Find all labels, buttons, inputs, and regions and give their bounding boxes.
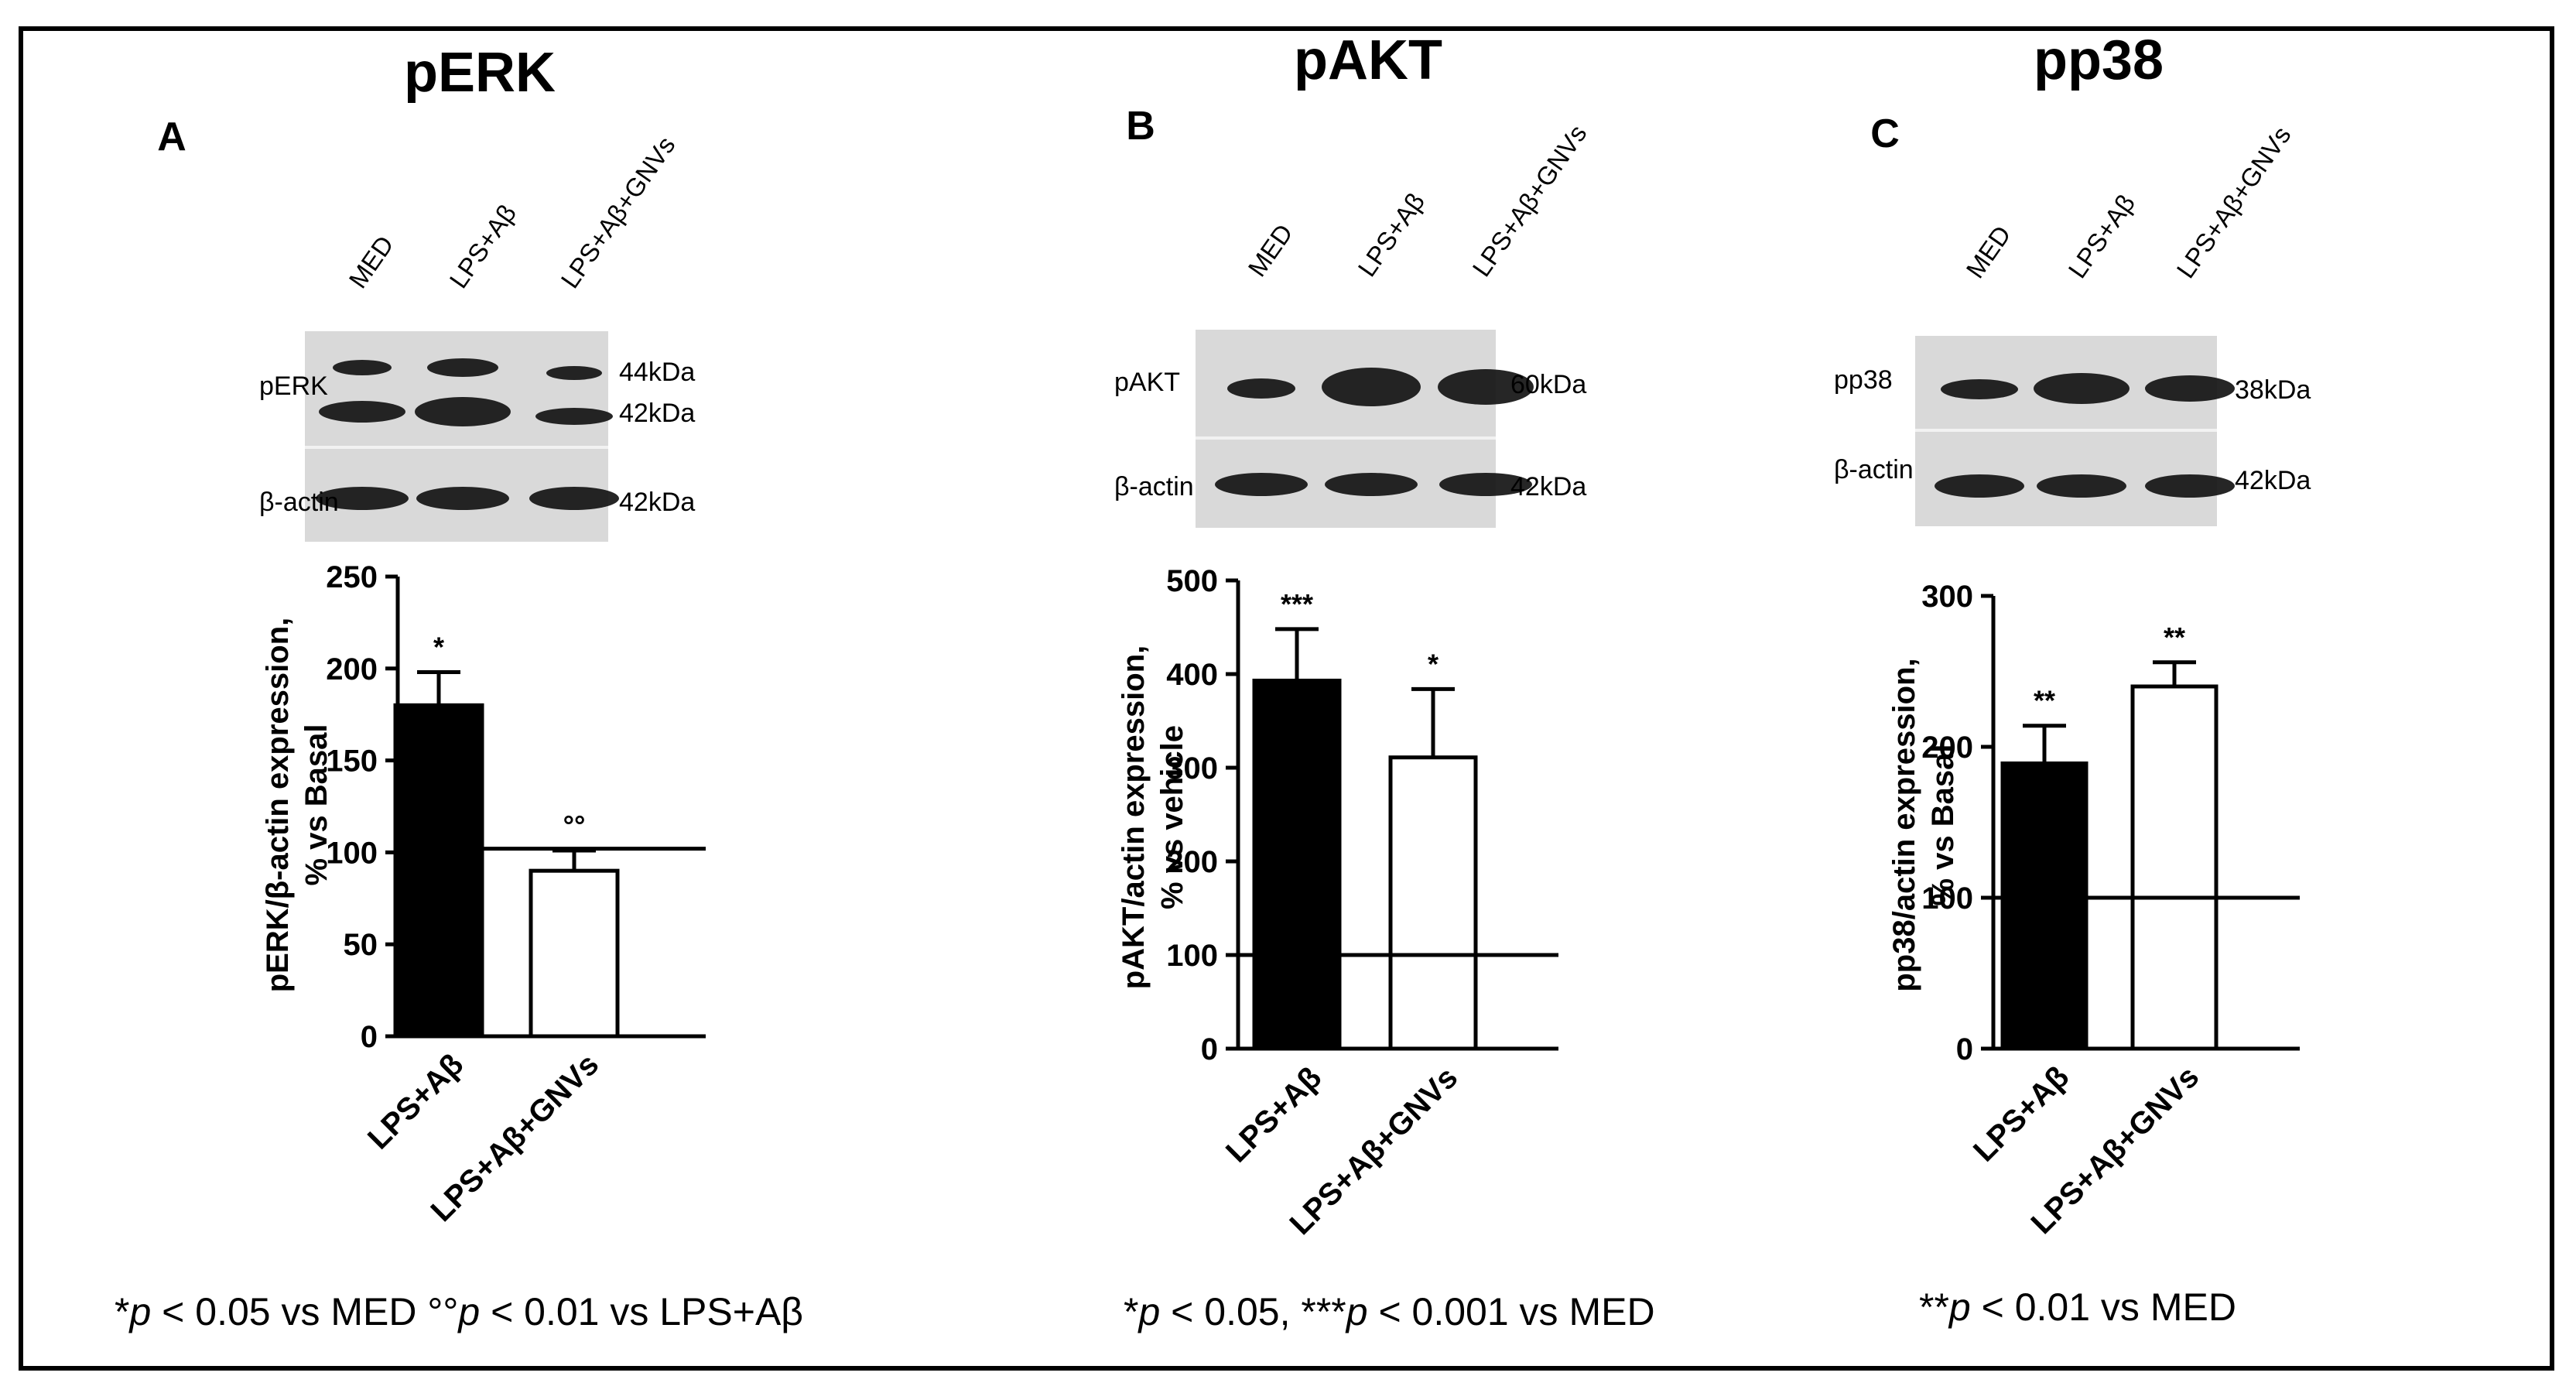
- blot-band: [1215, 473, 1308, 496]
- lane-label: MED: [1960, 221, 2016, 283]
- lane-label: LPS+Aβ: [1352, 187, 1430, 282]
- western-blot-image: [1196, 330, 1496, 528]
- significance-label: **: [2034, 685, 2055, 717]
- significance-label: *: [433, 632, 444, 663]
- blot-band: [1935, 474, 2024, 498]
- blot-band: [1438, 369, 1534, 405]
- blot-row-label: β-actin: [1834, 455, 1914, 484]
- bar-chart-a: 050100150200250*LPS+Aβ°°LPS+Aβ+GNVspERK/…: [261, 560, 706, 1228]
- blot-row-label: β-actin: [1114, 472, 1194, 501]
- lane-label: LPS+Aβ+GNVs: [555, 131, 680, 293]
- blot-band: [333, 360, 392, 375]
- blot-kda-label: 42kDa: [2235, 466, 2311, 495]
- y-tick-label: 0: [361, 1020, 378, 1054]
- blot-row-label: pp38: [1834, 365, 1893, 395]
- y-tick-label: 200: [1921, 731, 1973, 765]
- blot-band: [2037, 474, 2126, 498]
- blot-band: [1439, 473, 1532, 496]
- blot-band: [1227, 378, 1295, 399]
- y-tick-label: 200: [326, 652, 378, 686]
- blot-band: [1322, 368, 1421, 406]
- blot-band: [1941, 379, 2018, 399]
- blot-row-label: pAKT: [1114, 368, 1180, 397]
- y-tick-label: 0: [1201, 1032, 1218, 1066]
- panel-letter-a: A: [157, 115, 186, 159]
- blot-band: [546, 366, 602, 380]
- significance-label: ***: [1281, 588, 1313, 620]
- blot-band: [316, 487, 409, 510]
- bar: [393, 703, 484, 1039]
- blot-band: [416, 487, 509, 510]
- lane-label: LPS+Aβ+GNVs: [1466, 119, 1592, 282]
- blot-kda-label: 42kDa: [1510, 472, 1586, 501]
- significance-label: **: [2164, 621, 2185, 653]
- bar: [1388, 755, 1478, 1051]
- y-tick-label: 0: [1956, 1032, 1973, 1066]
- blot-row-label: pERK: [259, 371, 328, 401]
- x-tick-label: LPS+Aβ: [361, 1047, 470, 1155]
- y-axis-label: pp38/actin expression,% vs Basal: [1887, 658, 1960, 991]
- y-tick-label: 50: [344, 928, 378, 962]
- footnote-a: *p < 0.05 vs MED °°p < 0.01 vs LPS+Aβ: [115, 1290, 804, 1333]
- y-tick-label: 250: [326, 560, 378, 594]
- blot-band: [2145, 474, 2235, 498]
- y-tick-label: 500: [1166, 564, 1218, 598]
- bar: [1252, 678, 1342, 1051]
- x-tick-label: LPS+Aβ: [1967, 1059, 2075, 1168]
- y-tick-label: 100: [1166, 939, 1218, 973]
- bar-chart-c: 0100200300**LPS+Aβ**LPS+Aβ+GNVspp38/acti…: [1887, 580, 2300, 1241]
- y-tick-label: 100: [1921, 881, 1973, 916]
- blot-row-label: β-actin: [259, 488, 339, 517]
- blot-band: [1325, 473, 1418, 496]
- blot-band: [2145, 375, 2235, 402]
- x-tick-label: LPS+Aβ: [1220, 1060, 1328, 1169]
- lane-label: LPS+Aβ: [2062, 189, 2140, 283]
- blot-band: [535, 408, 613, 425]
- significance-label: *: [1428, 648, 1439, 679]
- footnote-c: **p < 0.01 vs MED: [1919, 1285, 2236, 1329]
- y-tick-label: 200: [1166, 845, 1218, 879]
- blot-kda-label: 42kDa: [619, 488, 695, 517]
- footnote-b: *p < 0.05, ***p < 0.001 vs MED: [1124, 1290, 1655, 1333]
- lane-label: MED: [343, 231, 399, 293]
- blot-band: [415, 397, 511, 426]
- bar: [2000, 761, 2089, 1051]
- y-tick-label: 300: [1921, 580, 1973, 614]
- bar-chart-b: 0100200300400500***LPS+Aβ*LPS+Aβ+GNVspAK…: [1117, 564, 1558, 1241]
- panel-title-a: pERK: [404, 42, 556, 104]
- blot-band: [319, 401, 405, 423]
- blot-kda-label: 60kDa: [1510, 370, 1586, 399]
- y-tick-label: 300: [1166, 751, 1218, 786]
- lane-label: MED: [1242, 219, 1298, 282]
- blot-band: [529, 487, 619, 510]
- y-tick-label: 150: [326, 744, 378, 779]
- bar: [2130, 684, 2219, 1051]
- significance-label: °°: [563, 810, 586, 841]
- y-axis-label: pERK/β-actin expression,% vs Basal: [261, 618, 334, 993]
- blot-band: [427, 358, 498, 377]
- panel-letter-c: C: [1870, 111, 1900, 156]
- lane-label: LPS+Aβ: [443, 199, 522, 293]
- panel-letter-b: B: [1126, 104, 1155, 149]
- blot-kda-label: 44kDa: [619, 358, 695, 387]
- blot-kda-label: 42kDa: [619, 399, 695, 428]
- panel-title-c: pp38: [2034, 29, 2164, 91]
- blot-band: [2034, 373, 2130, 404]
- panel-title-b: pAKT: [1294, 29, 1442, 91]
- figure-frame: [19, 26, 2554, 1371]
- bar: [529, 868, 620, 1039]
- y-axis-label: pAKT/actin expression,% vs vehicle: [1117, 645, 1189, 990]
- blot-kda-label: 38kDa: [2235, 375, 2311, 405]
- y-tick-label: 400: [1166, 658, 1218, 692]
- y-tick-label: 100: [326, 836, 378, 870]
- lane-label: LPS+Aβ+GNVs: [2171, 121, 2296, 283]
